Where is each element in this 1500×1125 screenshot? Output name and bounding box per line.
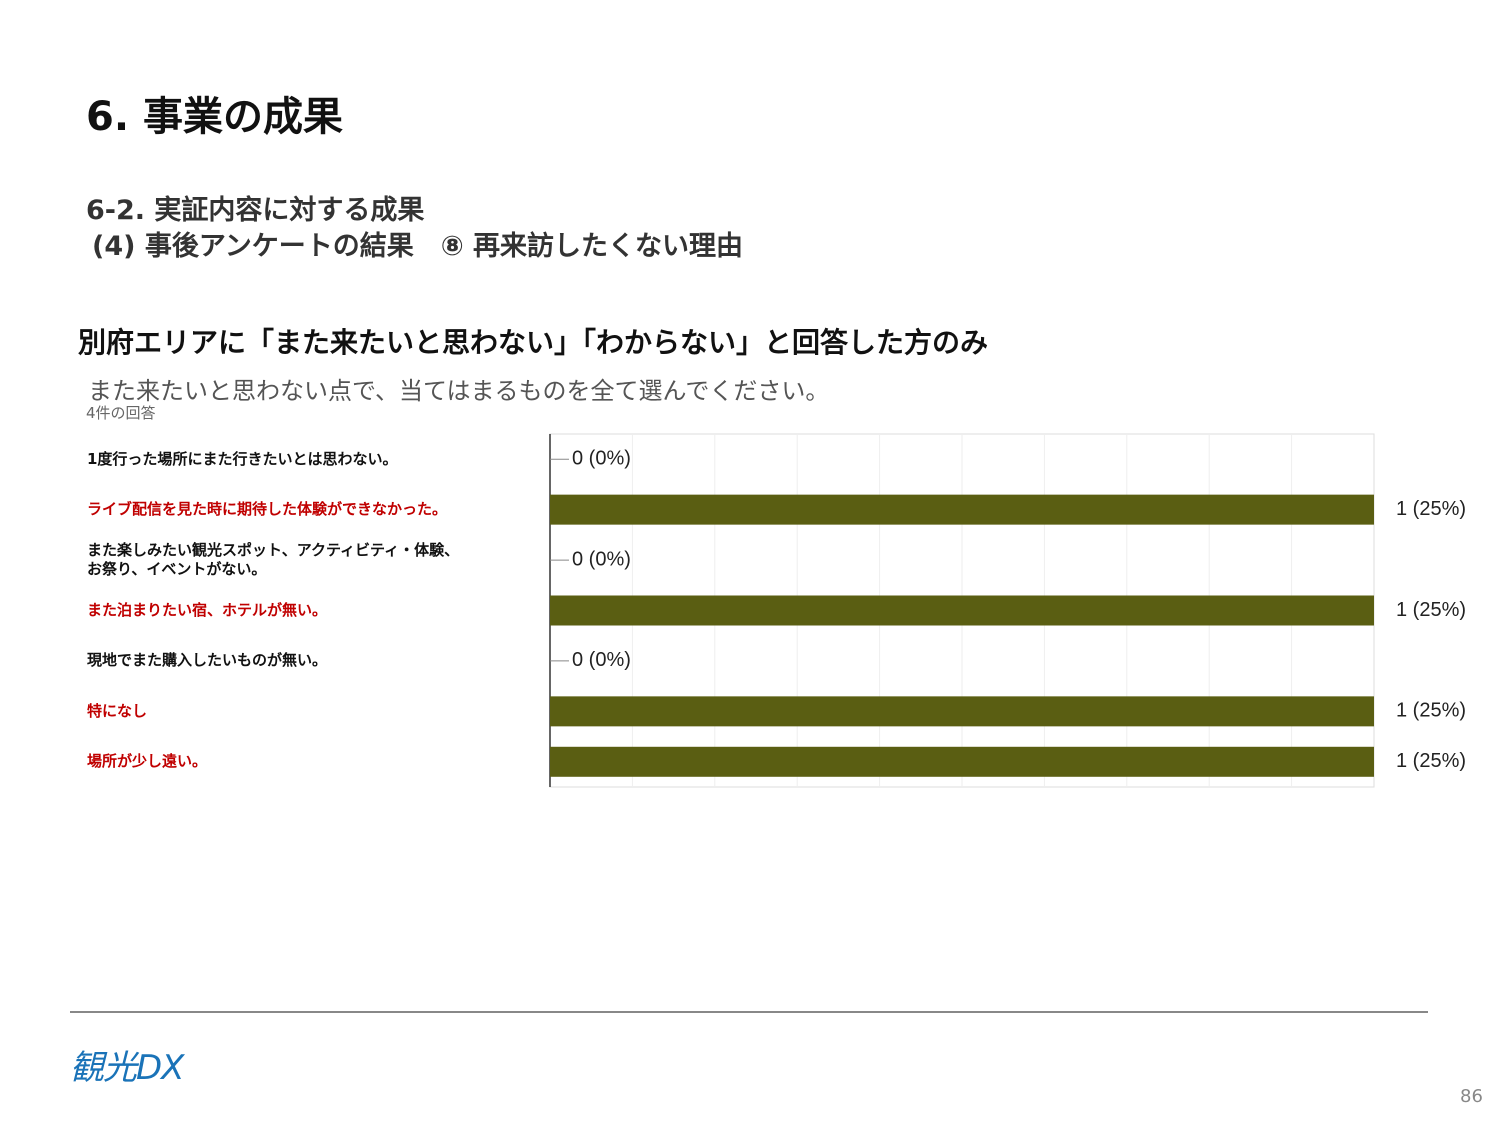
slide-title: 6. 事業の成果 [86, 94, 343, 140]
section-heading: 別府エリアに「また来たいと思わない」「わからない」と回答した方のみ [78, 326, 989, 359]
value-label: 0 (0%) [572, 447, 631, 469]
category-label: 現地でまた購入したいものが無い。 [87, 651, 328, 670]
subtitle: (4) 事後アンケートの結果 ⑧ 再来訪したくない理由 [92, 231, 744, 262]
value-label: 1 (25%) [1396, 599, 1466, 621]
question: また来たいと思わない点で、当てはまるものを全て選んでください。 [88, 377, 830, 405]
category-label: また泊まりたい宿、ホテルが無い。 [87, 601, 328, 619]
category-label: 1度行った場所にまた行きたいとは思わない。 [87, 449, 398, 468]
category-label: 場所が少し遠い。 [87, 752, 208, 771]
category-label: また楽しみたい観光スポット、アクティビティ・体験、 お祭り、イベントがない。 [87, 541, 460, 579]
bar [550, 746, 1374, 777]
value-label: 0 (0%) [572, 548, 631, 570]
subtitle: 6-2. 実証内容に対する成果 [86, 195, 425, 226]
bar [550, 696, 1374, 727]
value-label: 0 (0%) [572, 649, 631, 671]
response-count: 4件の回答 [86, 404, 156, 422]
value-label: 1 (25%) [1396, 750, 1466, 772]
value-label: 1 (25%) [1396, 498, 1466, 520]
value-label: 1 (25%) [1396, 700, 1466, 722]
bar [550, 595, 1374, 626]
page-number: 86 [1460, 1086, 1483, 1107]
category-label: 特になし [87, 701, 148, 720]
category-label: ライブ配信を見た時に期待した体験ができなかった。 [87, 500, 448, 519]
logo: 観光DX [70, 1048, 184, 1088]
bar [550, 494, 1374, 525]
